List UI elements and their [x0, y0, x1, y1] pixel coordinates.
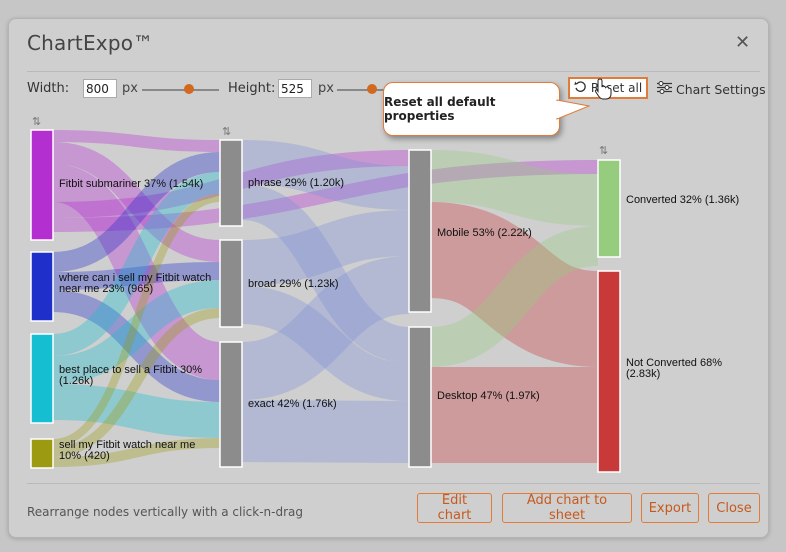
sankey-node-conv[interactable]: [597, 159, 621, 258]
sankey-label-kw4: sell my Fitbit watch near me 10% (420): [59, 439, 196, 462]
sankey-node-exact[interactable]: [219, 341, 243, 468]
sankey-link: [52, 172, 221, 356]
sankey-link: [241, 140, 410, 210]
dialog-title: ChartExpo™: [27, 31, 154, 55]
sankey-link: [429, 226, 600, 367]
sankey-node-kw3[interactable]: [30, 333, 54, 424]
tooltip-text: Reset all default properties: [384, 95, 496, 123]
sort-arrows-icon[interactable]: ⇅: [599, 144, 609, 157]
width-label: Width:: [27, 81, 70, 96]
reset-tooltip: Reset all default properties: [383, 82, 560, 136]
sankey-label-mobile: Mobile 53% (2.22k): [437, 227, 532, 239]
sankey-link: [430, 150, 599, 226]
sankey-link: [240, 256, 411, 400]
sankey-link: [52, 280, 221, 384]
sankey-link: [52, 130, 221, 152]
height-input[interactable]: [278, 79, 312, 98]
hand-pointer-icon: [594, 78, 612, 100]
sankey-link: [52, 194, 221, 447]
sort-arrows-icon[interactable]: ⇅: [222, 125, 232, 138]
tooltip-pointer: [556, 99, 590, 120]
sankey-link: [52, 290, 221, 402]
sankey-node-phrase[interactable]: [219, 139, 243, 227]
sankey-label-phrase: phrase 29% (1.20k): [248, 177, 344, 189]
sankey-node-notconv[interactable]: [597, 270, 621, 473]
sankey-link: [241, 210, 410, 286]
sankey-node-kw4[interactable]: [30, 438, 54, 469]
sankey-link: [52, 160, 599, 232]
footer-divider: [27, 483, 760, 484]
sankey-nodes[interactable]: [30, 129, 621, 473]
close-icon[interactable]: ✕: [735, 32, 751, 53]
sankey-link: [52, 384, 221, 438]
sankey-node-desktop[interactable]: [408, 326, 432, 468]
sankey-link: [52, 262, 221, 290]
sankey-link: [52, 308, 221, 457]
sankey-label-exact: exact 42% (1.76k): [248, 398, 337, 410]
sankey-link: [240, 184, 411, 363]
sankey-node-broad[interactable]: [219, 239, 243, 328]
reset-icon: [574, 80, 587, 96]
height-slider-thumb[interactable]: [367, 84, 377, 94]
sankey-link: [52, 438, 221, 467]
sankey-label-kw3: best place to sell a Fitbit 30% (1.26k): [59, 364, 203, 387]
edit-chart-button[interactable]: Edit chart: [417, 493, 492, 523]
sort-arrows-icon[interactable]: ⇅: [32, 115, 42, 128]
chart-settings-label: Chart Settings: [676, 81, 766, 97]
sankey-node-mobile[interactable]: [408, 149, 432, 313]
sankey-label-conv: Converted 32% (1.36k): [626, 194, 740, 206]
chart-settings-button[interactable]: Chart Settings: [657, 79, 766, 99]
sankey-link: [52, 142, 221, 262]
sliders-icon: [657, 81, 672, 97]
sankey-link: [51, 164, 222, 380]
width-unit: px: [122, 81, 138, 96]
width-slider[interactable]: [142, 89, 219, 91]
height-label: Height:: [228, 81, 276, 96]
sankey-link: [241, 286, 410, 401]
sankey-node-kw2[interactable]: [30, 251, 54, 322]
height-unit: px: [318, 81, 334, 96]
sankey-label-notconv: Not Converted 68% (2.83k): [626, 357, 722, 380]
sankey-link: [241, 400, 410, 463]
footer-hint: Rearrange nodes vertically with a click-…: [27, 505, 304, 519]
sankey-label-kw2: where can i sell my Fitbit watch near me…: [59, 272, 212, 295]
sankey-node-kw1[interactable]: [30, 129, 54, 241]
add-chart-to-sheet-button[interactable]: Add chart to sheet: [502, 493, 632, 523]
width-slider-thumb[interactable]: [184, 84, 194, 94]
sankey-label-desktop: Desktop 47% (1.97k): [437, 390, 540, 402]
sankey-label-broad: broad 29% (1.23k): [248, 278, 339, 290]
close-button[interactable]: Close: [708, 493, 760, 523]
sankey-link: [428, 202, 601, 367]
sankey-link: [52, 152, 221, 272]
export-button[interactable]: Export: [641, 493, 699, 523]
header-divider: [27, 71, 760, 72]
sankey-label-kw1: Fitbit submariner 37% (1.54k): [59, 178, 204, 190]
width-input[interactable]: [83, 79, 117, 98]
